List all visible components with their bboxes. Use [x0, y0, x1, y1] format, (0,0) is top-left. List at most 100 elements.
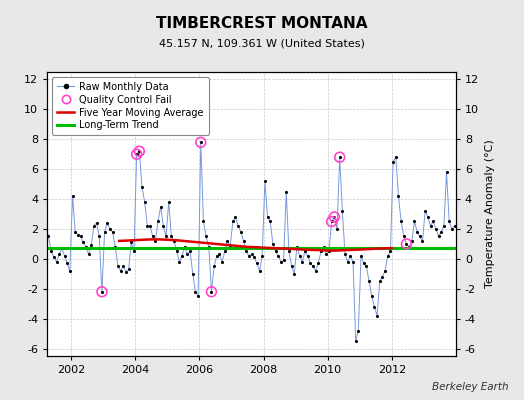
Point	[410, 218, 419, 225]
Point	[237, 229, 245, 235]
Point	[258, 253, 266, 259]
Point	[140, 199, 149, 205]
Point	[194, 293, 202, 300]
Point	[124, 266, 133, 272]
Point	[354, 327, 363, 334]
Point	[442, 169, 451, 175]
Point	[189, 270, 197, 277]
Point	[298, 259, 307, 265]
Point	[277, 259, 285, 265]
Point	[148, 233, 157, 240]
Point	[133, 151, 141, 158]
Point	[290, 270, 299, 277]
Point	[157, 203, 165, 210]
Point	[349, 259, 357, 265]
Point	[116, 268, 125, 274]
Point	[68, 193, 77, 199]
Point	[82, 244, 90, 250]
Point	[135, 148, 144, 154]
Point	[223, 238, 232, 244]
Point	[269, 241, 277, 247]
Point	[87, 242, 95, 248]
Point	[282, 188, 290, 195]
Point	[208, 288, 216, 295]
Point	[218, 259, 226, 265]
Point	[296, 253, 304, 259]
Point	[39, 217, 47, 223]
Point	[135, 148, 144, 154]
Point	[413, 229, 421, 235]
Point	[79, 239, 88, 246]
Point	[106, 226, 114, 232]
Point	[279, 257, 288, 264]
Point	[175, 259, 183, 265]
Point	[301, 248, 309, 254]
Point	[287, 263, 296, 270]
Point	[52, 259, 61, 265]
Point	[77, 233, 85, 240]
Point	[418, 238, 427, 244]
Point	[328, 218, 336, 225]
Point	[98, 288, 106, 295]
Point	[432, 226, 440, 232]
Point	[127, 239, 136, 246]
Point	[36, 214, 45, 220]
Point	[394, 193, 402, 199]
Point	[306, 260, 314, 266]
Point	[402, 241, 411, 247]
Point	[309, 263, 317, 270]
Point	[47, 248, 56, 254]
Point	[264, 214, 272, 220]
Point	[122, 269, 130, 276]
Point	[359, 260, 368, 266]
Point	[95, 233, 103, 240]
Point	[274, 253, 282, 259]
Point	[370, 304, 379, 310]
Point	[101, 229, 109, 235]
Point	[250, 254, 258, 260]
Point	[159, 223, 168, 229]
Point	[437, 229, 445, 235]
Point	[167, 233, 176, 240]
Point	[191, 288, 200, 295]
Point	[400, 233, 408, 240]
Point	[221, 248, 229, 254]
Point	[373, 312, 381, 319]
Point	[386, 248, 395, 254]
Point	[421, 208, 429, 214]
Point	[335, 154, 344, 160]
Point	[311, 268, 320, 274]
Point	[367, 293, 376, 300]
Text: TIMBERCREST MONTANA: TIMBERCREST MONTANA	[156, 16, 368, 31]
Point	[427, 223, 435, 229]
Point	[303, 253, 312, 259]
Point	[170, 238, 178, 244]
Point	[362, 263, 370, 270]
Point	[108, 229, 117, 235]
Point	[378, 274, 387, 280]
Point	[376, 278, 384, 284]
Point	[45, 233, 53, 240]
Point	[114, 263, 122, 270]
Point	[226, 244, 234, 250]
Point	[335, 154, 344, 160]
Legend: Raw Monthly Data, Quality Control Fail, Five Year Moving Average, Long-Term Tren: Raw Monthly Data, Quality Control Fail, …	[52, 77, 209, 135]
Point	[320, 244, 328, 250]
Point	[151, 238, 159, 244]
Point	[445, 218, 453, 225]
Point	[41, 223, 50, 229]
Point	[338, 208, 346, 214]
Point	[260, 178, 269, 184]
Point	[146, 223, 154, 229]
Point	[434, 233, 443, 240]
Point	[178, 253, 186, 259]
Point	[330, 214, 339, 220]
Point	[60, 253, 69, 259]
Point	[416, 233, 424, 240]
Point	[231, 214, 239, 220]
Point	[239, 238, 248, 244]
Point	[330, 214, 339, 220]
Point	[365, 278, 373, 284]
Point	[71, 229, 80, 235]
Point	[234, 223, 243, 229]
